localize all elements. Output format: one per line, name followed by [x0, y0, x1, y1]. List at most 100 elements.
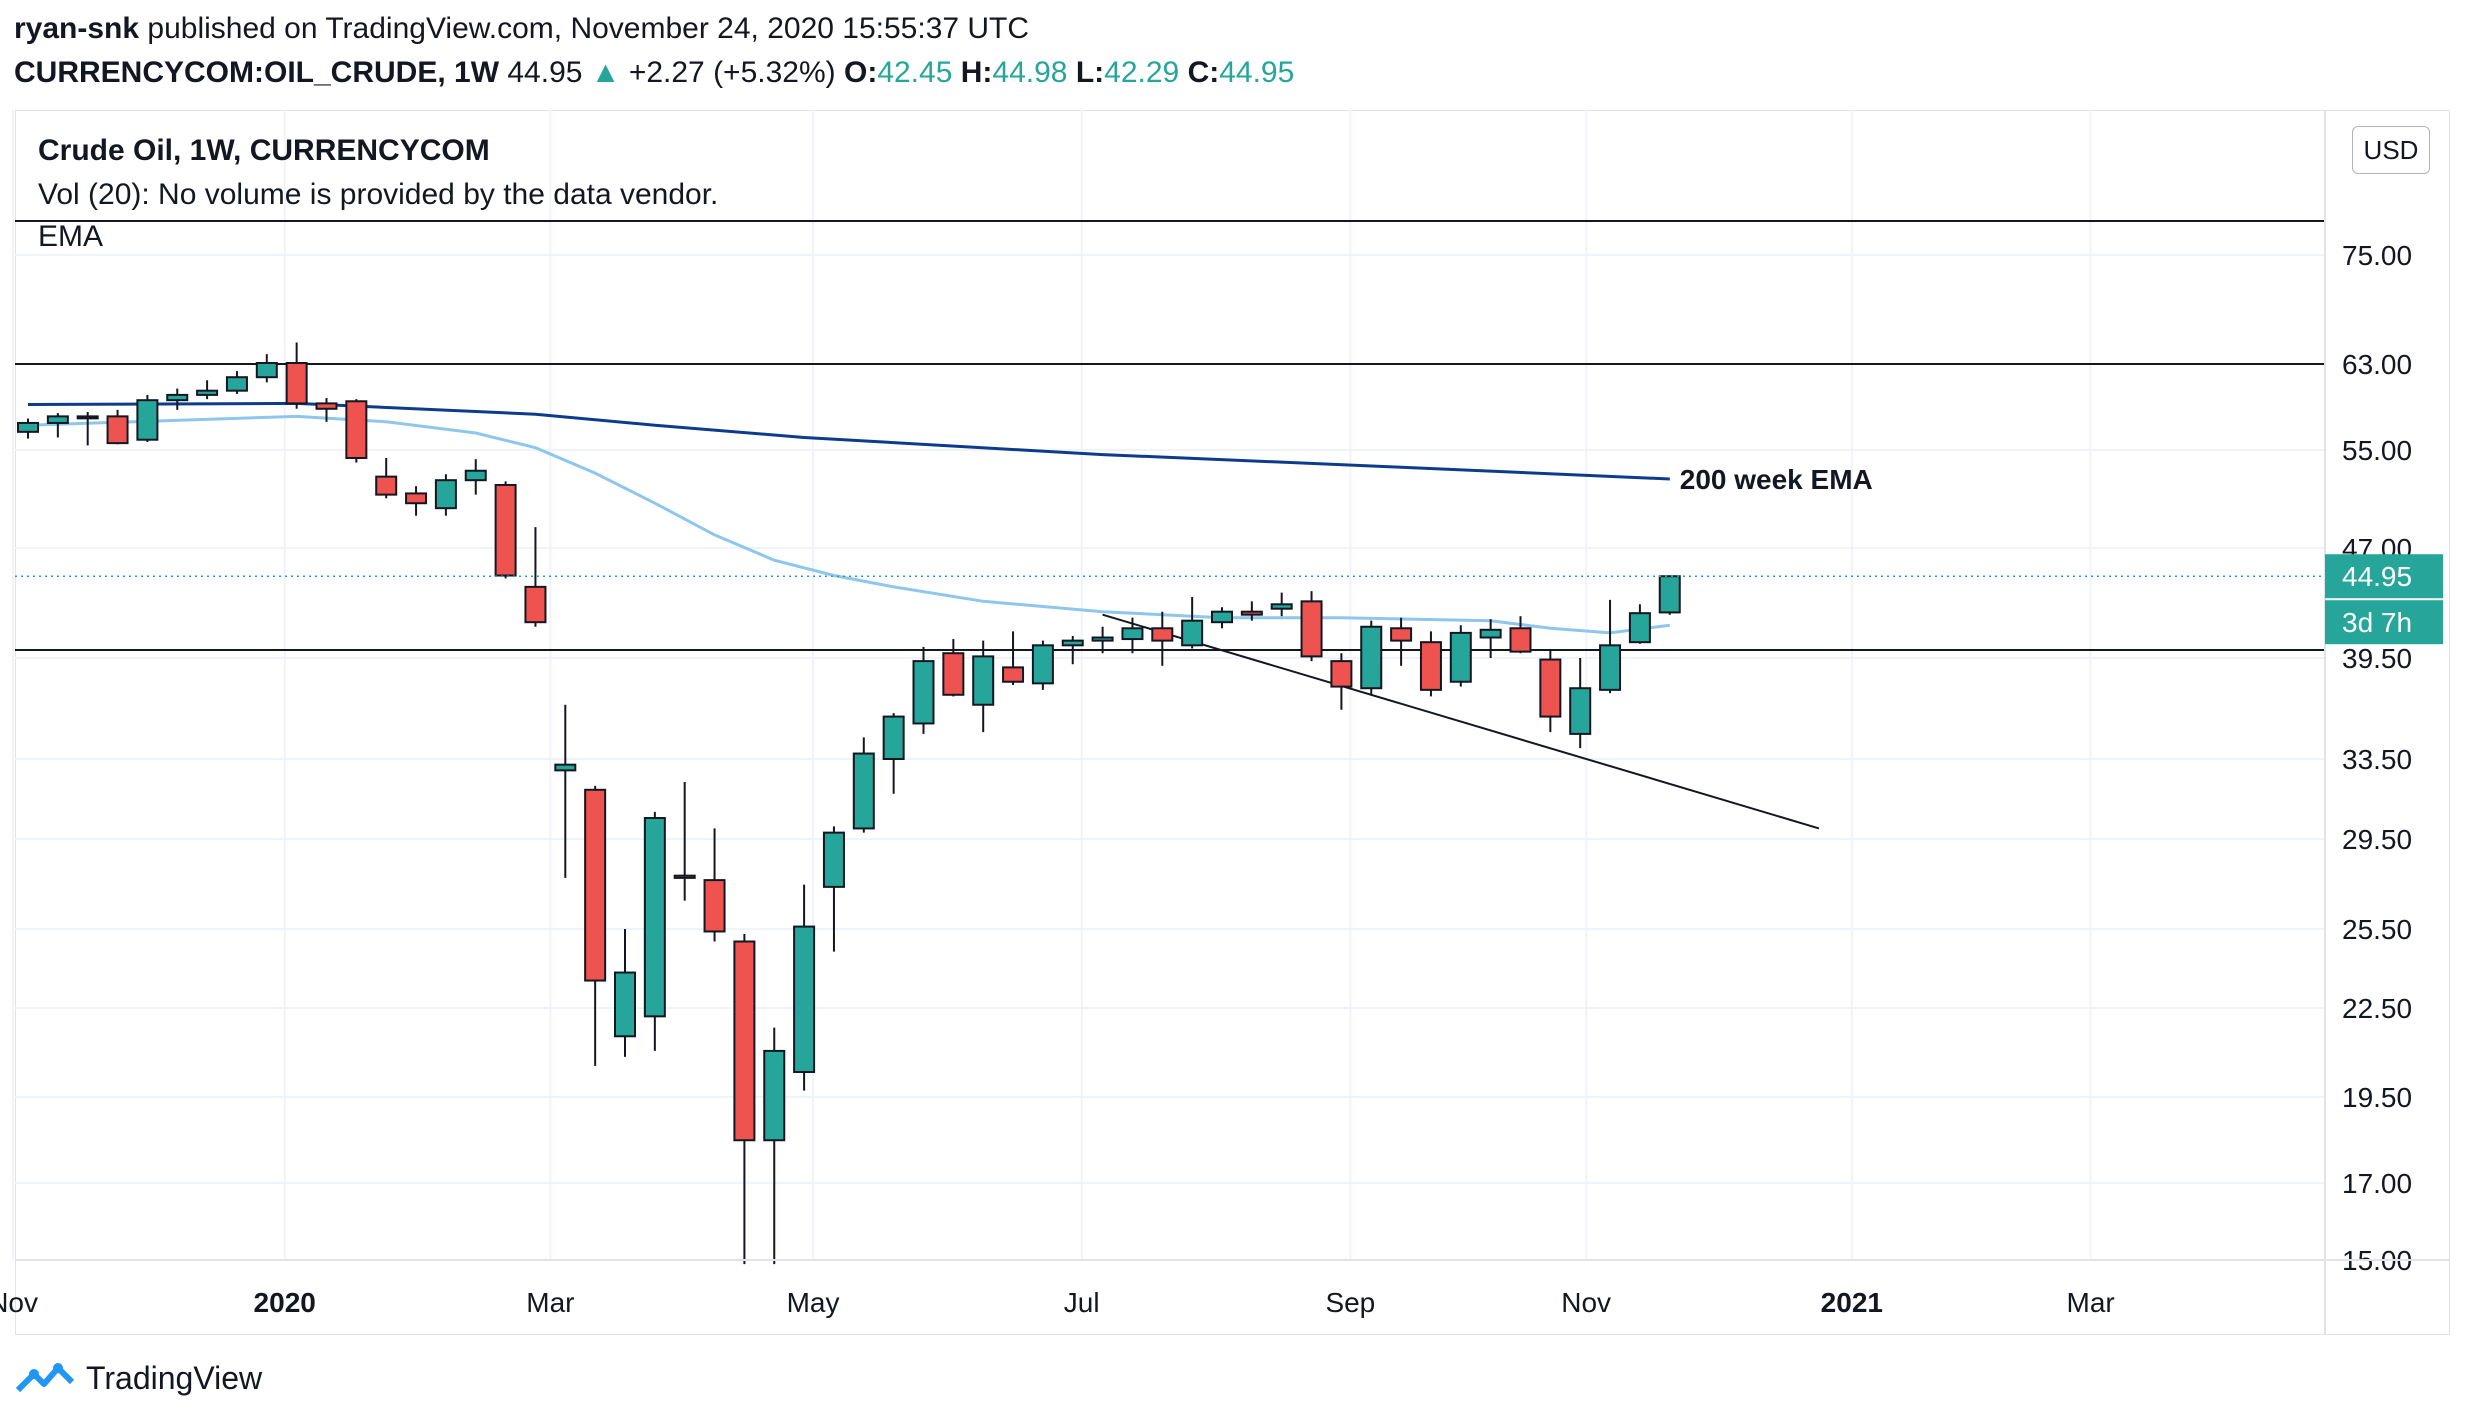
currency-button[interactable]: USD — [2352, 126, 2430, 174]
candle-down — [1539, 658, 1562, 718]
candle-up — [464, 469, 487, 482]
candle-up — [1569, 687, 1592, 735]
candle-up — [1181, 619, 1204, 647]
candle-down — [375, 475, 398, 496]
candle-up — [852, 752, 875, 830]
price-tick-label: 75.00 — [2342, 240, 2412, 271]
candle-down — [1330, 660, 1353, 688]
legend-volume[interactable]: Vol (20): No volume is provided by the d… — [38, 178, 718, 211]
price-tick-label: 17.00 — [2342, 1168, 2412, 1199]
up-arrow-icon: ▲ — [590, 56, 621, 89]
countdown-label: 3d 7h — [2342, 607, 2412, 638]
time-tick-label: Mar — [2067, 1287, 2115, 1318]
countdown-badge — [2325, 600, 2443, 645]
price-tick-label: 29.50 — [2342, 824, 2412, 855]
time-tick-label: Nov — [1561, 1287, 1611, 1318]
high-label: H: — [960, 56, 993, 89]
close-value: 44.95 — [1219, 56, 1295, 89]
ema-200-annotation: 200 week EMA — [1680, 464, 1873, 495]
candle-up — [1031, 644, 1054, 685]
candle-down — [942, 652, 965, 696]
low-label: L: — [1075, 56, 1105, 89]
candle-up — [255, 362, 278, 379]
brand-name: TradingView — [86, 1360, 263, 1396]
candle-down — [285, 362, 308, 405]
last-price: 44.95 — [507, 56, 583, 89]
candle-up — [1270, 603, 1293, 610]
candle-down — [524, 585, 547, 624]
symbol-name: CURRENCYCOM:OIL_CRUDE, 1W — [14, 56, 500, 89]
time-tick-label: May — [787, 1287, 840, 1318]
candle-up — [1360, 625, 1383, 690]
candle-down — [345, 400, 368, 459]
ema-lines: 200 week EMA — [27, 401, 1873, 635]
price-tick-label: 63.00 — [2342, 349, 2412, 380]
horizontal-levels — [15, 220, 2325, 652]
candle-up — [763, 1049, 786, 1142]
legend-ema[interactable]: EMA — [38, 220, 103, 253]
candle-down — [673, 874, 696, 879]
candle-up — [1121, 627, 1144, 641]
publish-line: ryan-snk published on TradingView.com, N… — [14, 12, 1029, 46]
candle-up — [136, 399, 159, 441]
candle-down — [584, 788, 607, 982]
candle-up — [822, 831, 845, 888]
candles — [17, 342, 1681, 1265]
tradingview-logo[interactable]: TradingView — [14, 1360, 262, 1397]
high-value: 44.98 — [992, 56, 1068, 89]
candle-down — [315, 402, 338, 410]
candle-down — [405, 492, 428, 505]
candle-up — [1211, 610, 1233, 624]
candle-up — [1061, 639, 1084, 647]
time-tick-label: 2021 — [1821, 1287, 1883, 1318]
candle-up — [1449, 631, 1472, 683]
candle-down — [703, 879, 726, 933]
candle-up — [1628, 612, 1651, 644]
candle-down — [1509, 627, 1532, 653]
candle-up — [793, 925, 816, 1073]
candle-up — [554, 763, 577, 772]
candle-down — [1300, 600, 1323, 658]
ema-fast-line — [27, 414, 1670, 635]
candle-up — [1658, 575, 1681, 614]
candle-up — [1479, 628, 1502, 639]
candle-down — [1240, 610, 1263, 616]
symbol-quote-line: CURRENCYCOM:OIL_CRUDE, 1W 44.95 ▲ +2.27 … — [14, 56, 1294, 90]
time-tick-label: Jul — [1064, 1287, 1100, 1318]
tradingview-cloud-icon — [15, 1362, 75, 1392]
price-tick-label: 22.50 — [2342, 993, 2412, 1024]
close-label: C: — [1187, 56, 1220, 89]
author-name[interactable]: ryan-snk — [14, 12, 140, 45]
legend-title[interactable]: Crude Oil, 1W, CURRENCYCOM — [38, 134, 490, 167]
candle-up — [972, 655, 995, 706]
price-tick-label: 39.50 — [2342, 643, 2412, 674]
candle-up — [46, 415, 69, 424]
axes: 75.0063.0055.0047.0039.5033.5029.5025.50… — [0, 110, 2450, 1335]
grid-lines — [12, 110, 2325, 1261]
candle-down — [1390, 627, 1413, 642]
candle-up — [643, 817, 666, 1018]
open-label: O: — [843, 56, 878, 89]
candle-up — [882, 715, 905, 760]
time-tick-label: Nov — [0, 1287, 38, 1318]
price-change: +2.27 (+5.32%) — [628, 56, 836, 89]
candle-up — [225, 376, 248, 392]
last-price-badge — [2325, 554, 2443, 599]
price-tick-label: 33.50 — [2342, 744, 2412, 775]
candle-up — [1599, 644, 1622, 691]
candle-up — [912, 660, 935, 725]
trendline — [1102, 613, 1820, 830]
candle-down — [494, 483, 517, 577]
chart-frame — [15, 110, 2450, 1335]
trendline-group — [1102, 613, 1820, 830]
open-value: 42.45 — [877, 56, 953, 89]
candle-up — [17, 421, 39, 433]
candle-up — [166, 393, 189, 402]
candle-down — [1151, 627, 1174, 642]
candle-down — [733, 940, 756, 1142]
last-price-label: 44.95 — [2342, 561, 2412, 592]
price-tick-label: 19.50 — [2342, 1082, 2412, 1113]
candle-down — [1419, 641, 1442, 691]
candle-down — [1002, 666, 1025, 683]
